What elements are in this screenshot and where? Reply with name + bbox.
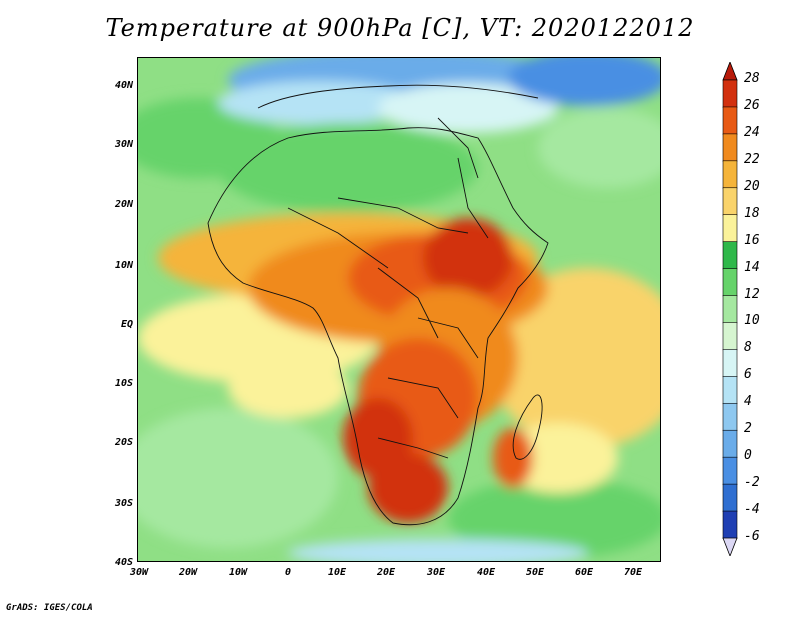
lat-tick: 40S (114, 557, 133, 568)
colorbar-tick-label: 10 (744, 313, 760, 329)
colorbar (722, 62, 738, 556)
colorbar-segment (722, 349, 738, 378)
footer-credit: GrADS: IGES/COLA (6, 603, 93, 613)
colorbar-tick-label: 16 (744, 232, 760, 248)
lon-tick: 40E (476, 567, 496, 578)
lon-tick: 20W (178, 567, 198, 578)
colorbar-tick-label: 4 (744, 394, 752, 410)
colorbar-tick-label: 14 (744, 259, 760, 275)
colorbar-tick-label: 6 (744, 367, 752, 383)
colorbar-tick-label: 12 (744, 286, 760, 302)
colorbar-tick-label: 22 (744, 151, 760, 167)
colorbar-segment (722, 106, 738, 135)
lon-tick: 20E (376, 567, 396, 578)
colorbar-segment (722, 133, 738, 162)
map-field (138, 58, 660, 561)
colorbar-segment (722, 241, 738, 270)
colorbar-segment (722, 456, 738, 485)
colorbar-segment (722, 187, 738, 216)
colorbar-tick-label: 26 (744, 97, 760, 113)
lon-tick: 60E (574, 567, 594, 578)
lat-tick: 30S (114, 498, 133, 509)
lon-tick: 70E (623, 567, 643, 578)
lat-tick: 10N (114, 260, 133, 271)
colorbar-segment (722, 483, 738, 512)
colorbar-segment (722, 402, 738, 432)
lat-tick: 20S (114, 437, 133, 448)
lon-tick: 10E (327, 567, 347, 578)
lon-tick: 30E (426, 567, 446, 578)
lat-tick: 20N (114, 199, 133, 210)
colorbar-segment (722, 510, 738, 539)
colorbar-tick-label: 28 (744, 71, 760, 86)
colorbar-tick-label: 24 (744, 124, 760, 140)
temperature-map (137, 57, 661, 562)
colorbar-tick-label: -2 (744, 475, 760, 491)
colorbar-min-triangle (722, 537, 738, 556)
colorbar-tick-label: 8 (744, 340, 752, 356)
lat-tick: 40N (114, 80, 133, 91)
colorbar-segment (722, 295, 738, 324)
lat-tick: EQ (120, 319, 133, 330)
map-title: Temperature at 900hPa [C], VT: 202012201… (105, 14, 695, 42)
colorbar-segment (722, 376, 738, 405)
colorbar-tick-label: 2 (744, 421, 752, 437)
colorbar-segment (722, 79, 738, 108)
colorbar-tick-label: -4 (744, 502, 760, 518)
colorbar-segment (722, 268, 738, 297)
colorbar-tick-label: 0 (744, 448, 752, 464)
colorbar-segment (722, 429, 738, 458)
colorbar-segment (722, 322, 738, 351)
lon-tick: 10W (228, 567, 248, 578)
lat-tick: 10S (114, 378, 133, 389)
lon-tick: 0 (284, 567, 292, 578)
lon-tick: 50E (525, 567, 545, 578)
lon-tick: 30W (129, 567, 149, 578)
colorbar-tick-label: -6 (744, 529, 760, 544)
colorbar-tick-label: 20 (744, 178, 760, 194)
colorbar-tick-label: 18 (744, 205, 760, 221)
colorbar-segment (722, 160, 738, 189)
colorbar-segment (722, 214, 738, 243)
lat-tick: 30N (114, 139, 133, 150)
colorbar-max-triangle (722, 62, 738, 81)
